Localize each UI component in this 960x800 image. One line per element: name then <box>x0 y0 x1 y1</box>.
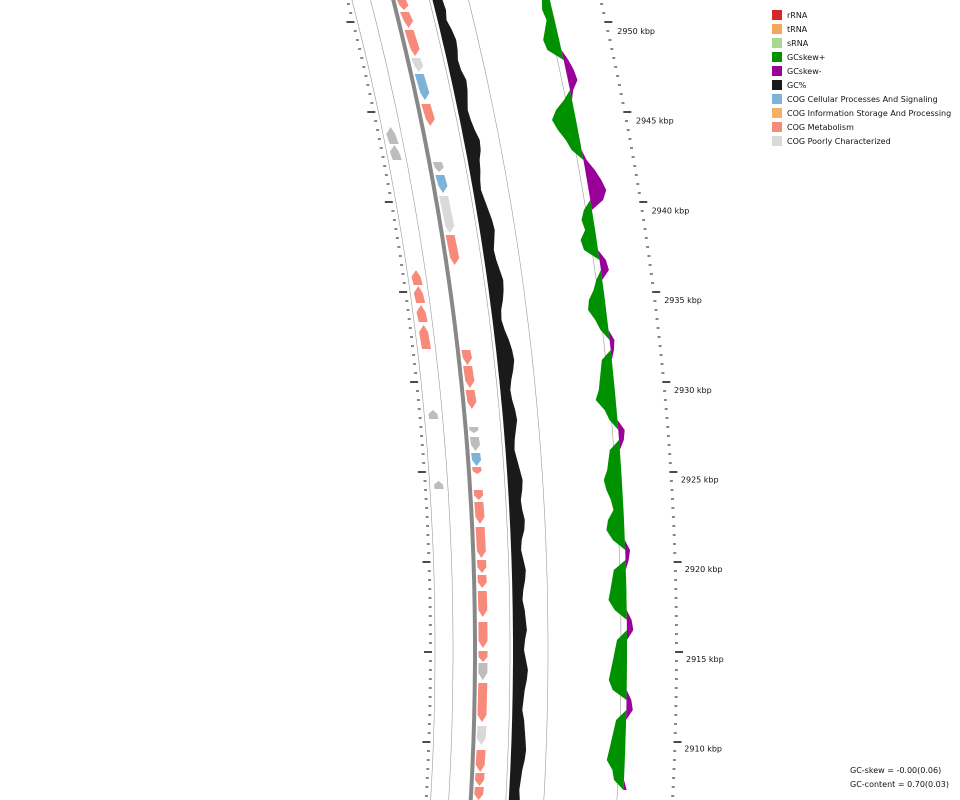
axis-tick-label: 2950 kbp <box>617 27 655 36</box>
gene-arrow <box>400 12 413 28</box>
gene-features <box>386 0 488 800</box>
axis-tick-label: 2925 kbp <box>681 476 719 485</box>
gene-arrow <box>414 74 430 100</box>
legend-label: rRNA <box>787 10 808 20</box>
gene-arrow <box>471 453 482 466</box>
legend-swatch <box>772 122 782 132</box>
gene-arrow <box>475 527 486 558</box>
legend-swatch <box>772 38 782 48</box>
legend-label: GC% <box>787 80 807 90</box>
gene-arrow <box>461 350 472 365</box>
legend-swatch <box>772 136 782 146</box>
outer-ruler: 2950 kbp 2945 kbp 2940 kbp 2935 kbp 2930 kbp… <box>600 3 724 797</box>
legend-item-cog-information: COG Information Storage And Processing <box>772 106 951 120</box>
track-lines <box>351 0 622 800</box>
legend-item-gcskew-minus: GCskew- <box>772 64 951 78</box>
axis-tick-label: 2945 kbp <box>636 117 674 126</box>
legend: rRNA tRNA sRNA GCskew+ GCskew- GC% COG C… <box>772 8 951 148</box>
legend-item-gcskew-plus: GCskew+ <box>772 50 951 64</box>
legend-item-trna: tRNA <box>772 22 951 36</box>
legend-label: COG Cellular Processes And Signaling <box>787 94 938 104</box>
gene-arrow <box>445 235 460 265</box>
legend-label: GCskew+ <box>787 52 826 62</box>
axis-tick-label: 2935 kbp <box>664 296 702 305</box>
gc-content-stat: GC-content = 0.70(0.03) <box>850 780 949 789</box>
gene-arrow <box>435 175 448 193</box>
gene-arrow <box>432 162 444 172</box>
gene-arrow <box>478 663 488 680</box>
track-line <box>351 0 436 800</box>
legend-item-cog-poorly: COG Poorly Characterized <box>772 134 951 148</box>
gene-arrow <box>419 325 431 349</box>
track-line <box>429 0 511 800</box>
gene-arrow <box>463 366 475 388</box>
legend-label: COG Poorly Characterized <box>787 136 891 146</box>
gene-arrow <box>411 270 423 285</box>
gene-arrow <box>411 58 424 72</box>
legend-swatch <box>772 108 782 118</box>
gc-skew-positive <box>541 0 627 790</box>
gene-arrow <box>474 787 484 800</box>
legend-item-srna: sRNA <box>772 36 951 50</box>
axis-tick-label: 2920 kbp <box>685 565 723 574</box>
gene-arrow <box>475 773 485 786</box>
legend-swatch <box>772 24 782 34</box>
gene-arrow <box>472 467 482 474</box>
gene-arrow <box>478 622 488 648</box>
gene-arrow <box>439 196 455 233</box>
legend-item-gc-percent: GC% <box>772 78 951 92</box>
gene-arrow <box>416 305 428 322</box>
genome-stats: GC-skew = -0.00(0.06) GC-content = 0.70(… <box>850 765 949 793</box>
legend-swatch <box>772 80 782 90</box>
inner-ruler <box>346 3 432 797</box>
legend-swatch <box>772 66 782 76</box>
gene-arrow <box>473 490 484 500</box>
legend-item-cog-metabolism: COG Metabolism <box>772 120 951 134</box>
track-line <box>468 0 549 800</box>
gene-arrow <box>476 726 487 745</box>
axis-tick-label: 2910 kbp <box>684 745 722 754</box>
gc-content-profile <box>432 0 528 800</box>
gene-arrow <box>475 750 486 772</box>
gene-arrow <box>478 651 488 662</box>
gc-content-track <box>432 0 528 800</box>
gene-arrow <box>469 427 479 433</box>
gene-arrow <box>469 437 480 451</box>
legend-swatch <box>772 52 782 62</box>
legend-swatch <box>772 94 782 104</box>
gc-skew-stat: GC-skew = -0.00(0.06) <box>850 766 942 775</box>
legend-label: GCskew- <box>787 66 822 76</box>
axis-tick-label: 2940 kbp <box>652 206 690 215</box>
legend-label: tRNA <box>787 24 808 34</box>
gene-arrow <box>404 30 420 56</box>
gene-arrow <box>386 127 399 144</box>
track-line <box>370 0 454 800</box>
legend-item-rrna: rRNA <box>772 8 951 22</box>
backbone-line <box>391 0 477 800</box>
gc-skew-track <box>541 0 634 790</box>
gene-arrow <box>465 390 477 409</box>
legend-swatch <box>772 10 782 20</box>
gene-arrow <box>428 410 439 419</box>
axis-tick-label: 2930 kbp <box>674 386 712 395</box>
axis-tick-label: 2915 kbp <box>686 655 724 664</box>
gene-arrow <box>477 591 488 617</box>
legend-label: sRNA <box>787 38 809 48</box>
legend-label: COG Information Storage And Processing <box>787 108 952 118</box>
gene-arrow <box>421 104 435 126</box>
gene-arrow <box>397 0 409 10</box>
legend-item-cog-cellular: COG Cellular Processes And Signaling <box>772 92 951 106</box>
gene-arrow <box>413 286 426 303</box>
backbone <box>391 0 477 800</box>
gene-arrow <box>389 145 402 160</box>
gene-arrow <box>477 683 488 722</box>
gene-arrow <box>477 560 487 573</box>
legend-label: COG Metabolism <box>787 122 854 132</box>
gene-arrow <box>434 481 444 489</box>
gene-arrow <box>477 575 487 588</box>
gene-arrow <box>474 502 485 524</box>
